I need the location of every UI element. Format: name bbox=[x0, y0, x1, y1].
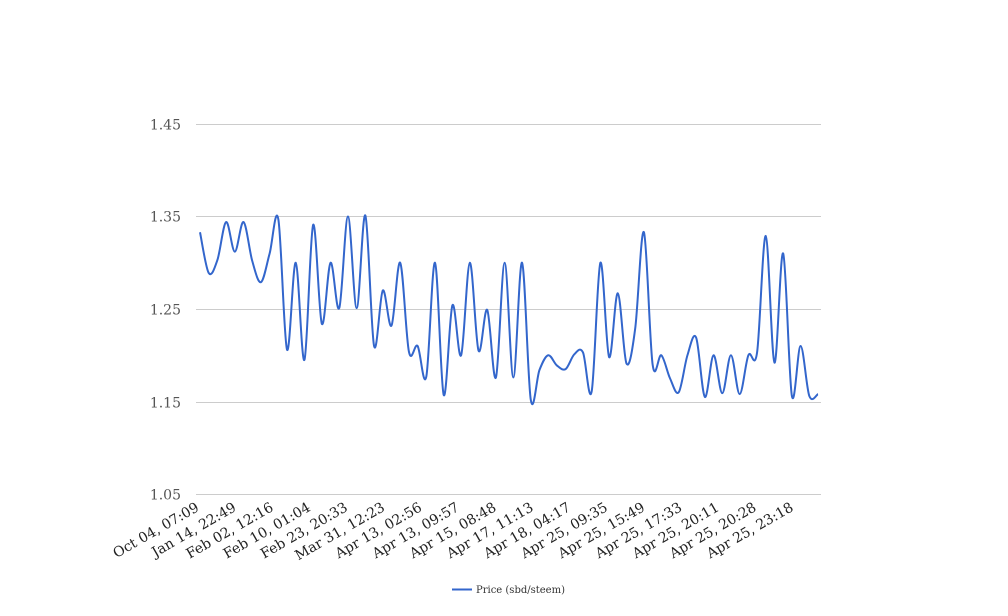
y-tick-label: 1.25 bbox=[150, 303, 181, 319]
legend-label: Price (sbd/steem) bbox=[476, 585, 565, 596]
y-tick-label: 1.05 bbox=[150, 488, 181, 504]
series-line-0[interactable] bbox=[199, 214, 819, 405]
series-layer bbox=[199, 214, 819, 405]
y-tick-label: 1.15 bbox=[150, 396, 181, 412]
legend[interactable]: Price (sbd/steem) bbox=[452, 585, 565, 596]
y-axis-ticks: 1.45 1.35 1.25 1.15 1.05 bbox=[150, 118, 181, 504]
y-tick-label: 1.45 bbox=[150, 118, 181, 134]
y-tick-label: 1.35 bbox=[150, 210, 181, 226]
